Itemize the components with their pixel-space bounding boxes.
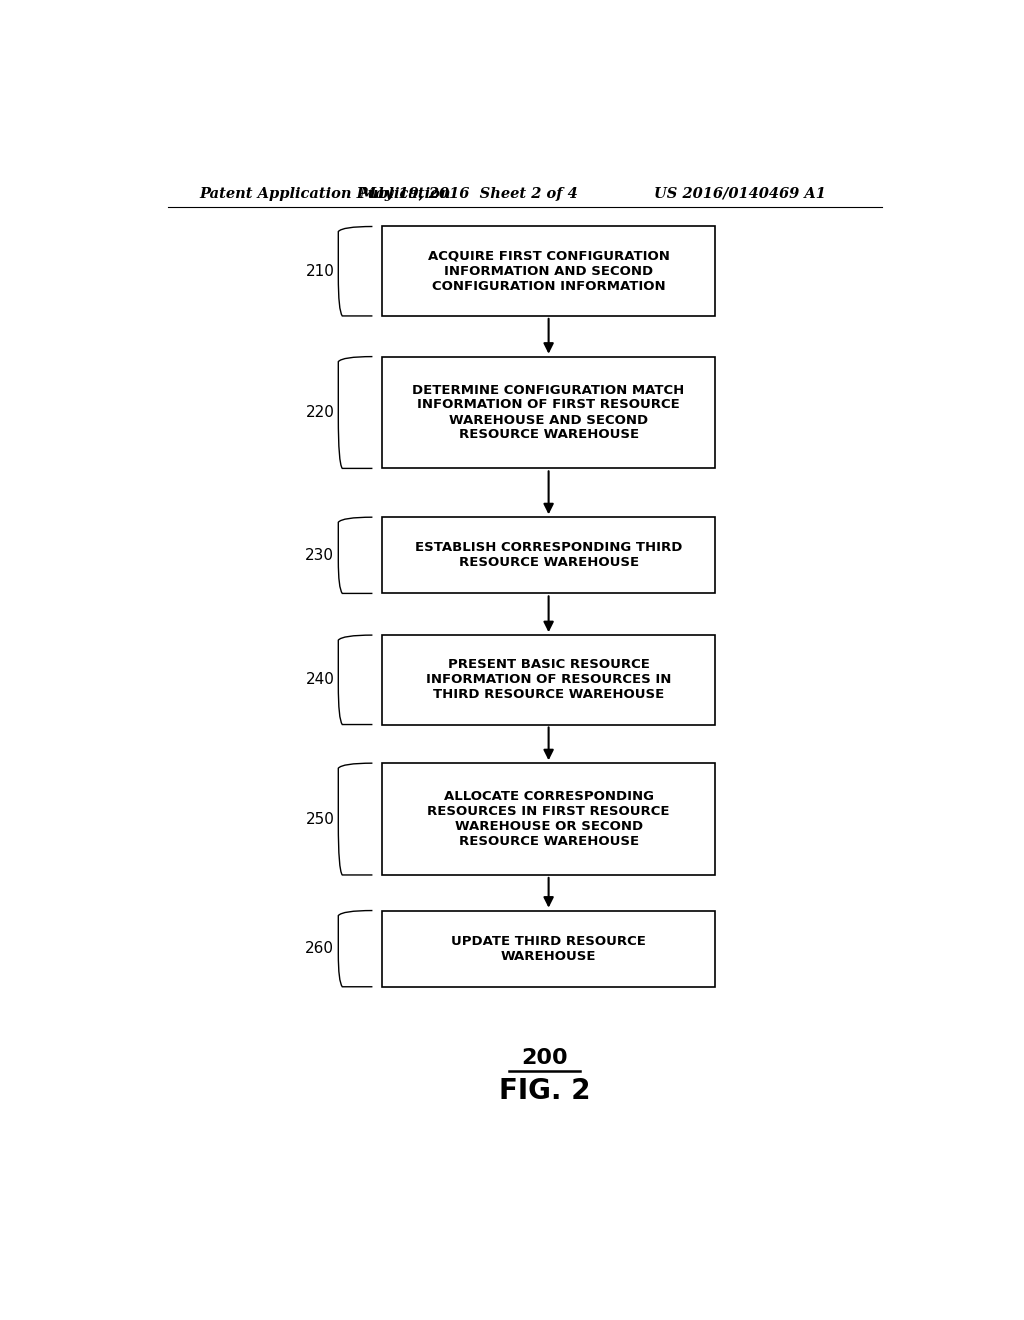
- Text: DETERMINE CONFIGURATION MATCH
INFORMATION OF FIRST RESOURCE
WAREHOUSE AND SECOND: DETERMINE CONFIGURATION MATCH INFORMATIO…: [413, 384, 685, 441]
- Text: 200: 200: [521, 1048, 568, 1068]
- Text: 230: 230: [305, 548, 334, 562]
- Text: 250: 250: [305, 812, 334, 826]
- Text: ESTABLISH CORRESPONDING THIRD
RESOURCE WAREHOUSE: ESTABLISH CORRESPONDING THIRD RESOURCE W…: [415, 541, 682, 569]
- Text: 260: 260: [305, 941, 334, 956]
- FancyBboxPatch shape: [382, 517, 715, 594]
- Text: FIG. 2: FIG. 2: [499, 1077, 591, 1105]
- Text: US 2016/0140469 A1: US 2016/0140469 A1: [654, 187, 826, 201]
- FancyBboxPatch shape: [382, 356, 715, 469]
- Text: Patent Application Publication: Patent Application Publication: [200, 187, 451, 201]
- Text: 220: 220: [305, 405, 334, 420]
- Text: 210: 210: [305, 264, 334, 279]
- FancyBboxPatch shape: [382, 635, 715, 725]
- Text: ALLOCATE CORRESPONDING
RESOURCES IN FIRST RESOURCE
WAREHOUSE OR SECOND
RESOURCE : ALLOCATE CORRESPONDING RESOURCES IN FIRS…: [427, 791, 670, 847]
- Text: PRESENT BASIC RESOURCE
INFORMATION OF RESOURCES IN
THIRD RESOURCE WAREHOUSE: PRESENT BASIC RESOURCE INFORMATION OF RE…: [426, 659, 672, 701]
- Text: 240: 240: [305, 672, 334, 688]
- FancyBboxPatch shape: [382, 227, 715, 315]
- Text: UPDATE THIRD RESOURCE
WAREHOUSE: UPDATE THIRD RESOURCE WAREHOUSE: [452, 935, 646, 962]
- FancyBboxPatch shape: [382, 911, 715, 987]
- FancyBboxPatch shape: [382, 763, 715, 875]
- Text: May 19, 2016  Sheet 2 of 4: May 19, 2016 Sheet 2 of 4: [359, 187, 579, 201]
- Text: ACQUIRE FIRST CONFIGURATION
INFORMATION AND SECOND
CONFIGURATION INFORMATION: ACQUIRE FIRST CONFIGURATION INFORMATION …: [428, 249, 670, 293]
